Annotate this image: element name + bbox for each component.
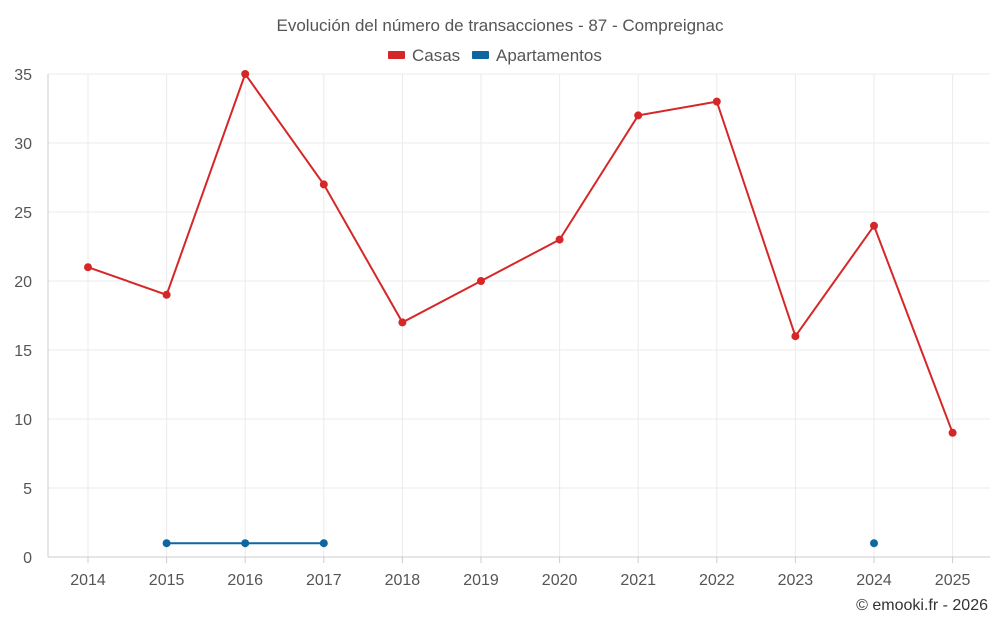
y-tick-label: 5 [23, 481, 32, 498]
x-tick-label: 2022 [699, 572, 735, 589]
data-point-apartamentos[interactable] [162, 539, 171, 548]
legend-swatch [472, 51, 489, 59]
y-tick-label: 30 [14, 136, 32, 153]
series-apartamentos [162, 539, 878, 548]
x-tick-label: 2020 [542, 572, 578, 589]
y-tick-label: 10 [14, 412, 32, 429]
x-tick-label: 2017 [306, 572, 342, 589]
x-tick-label: 2025 [935, 572, 971, 589]
data-point-casas[interactable] [477, 277, 485, 285]
grid [48, 73, 990, 557]
data-point-casas[interactable] [162, 290, 171, 299]
y-tick-label: 25 [14, 205, 32, 222]
data-point-casas[interactable] [634, 111, 643, 120]
legend-item-casas[interactable]: Casas [388, 46, 460, 65]
data-point-apartamentos[interactable] [319, 539, 328, 548]
y-tick-label: 15 [14, 343, 32, 360]
x-tick-label: 2023 [778, 572, 814, 589]
credit-text: © emooki.fr - 2026 [856, 597, 988, 614]
data-point-casas[interactable] [319, 180, 328, 189]
series-casas [84, 70, 957, 437]
data-point-casas[interactable] [241, 70, 250, 78]
legend-item-apartamentos[interactable]: Apartamentos [472, 46, 602, 65]
data-point-casas[interactable] [398, 318, 407, 327]
data-point-casas[interactable] [712, 97, 721, 106]
x-tick-label: 2015 [149, 572, 185, 589]
y-tick-label: 35 [14, 67, 32, 84]
legend-label: Casas [412, 46, 460, 65]
chart-title: Evolución del número de transacciones - … [277, 16, 724, 35]
x-tick-label: 2018 [385, 572, 421, 589]
x-tick-label: 2024 [856, 572, 892, 589]
x-tick-label: 2014 [70, 572, 106, 589]
x-tick-label: 2021 [620, 572, 656, 589]
data-point-casas[interactable] [948, 428, 957, 437]
series-line-casas [87, 71, 954, 434]
data-point-casas[interactable] [791, 332, 800, 341]
data-point-casas[interactable] [870, 221, 878, 230]
legend-swatch [388, 51, 405, 59]
data-point-apartamentos[interactable] [870, 539, 878, 548]
x-tick-label: 2019 [463, 572, 499, 589]
x-tick-label: 2016 [227, 572, 263, 589]
legend-label: Apartamentos [496, 46, 602, 65]
legend: Casas Apartamentos [388, 46, 602, 65]
data-point-apartamentos[interactable] [241, 539, 250, 548]
data-point-casas[interactable] [84, 263, 92, 272]
y-tick-label: 20 [14, 274, 32, 291]
series-layer [84, 70, 957, 548]
y-tick-label: 0 [23, 550, 32, 567]
data-point-casas[interactable] [555, 235, 564, 244]
